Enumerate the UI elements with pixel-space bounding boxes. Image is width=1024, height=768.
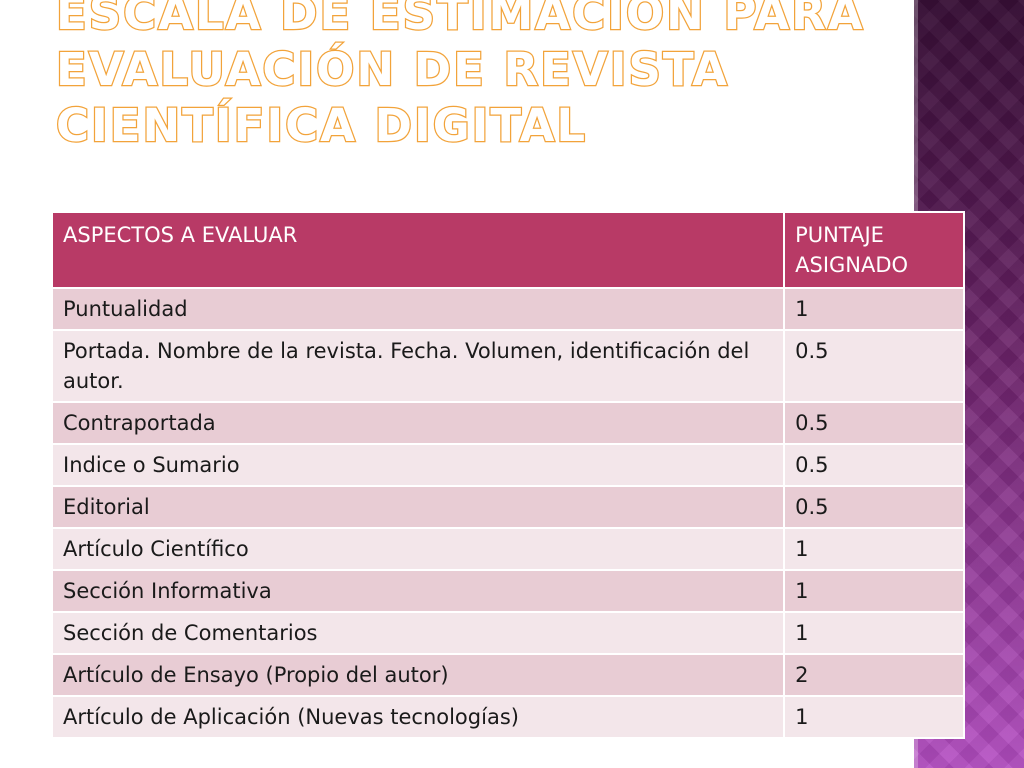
aspect-cell: Portada. Nombre de la revista. Fecha. Vo… xyxy=(50,329,786,403)
score-cell: 0.5 xyxy=(783,401,965,445)
evaluation-table: ASPECTOS A EVALUAR PUNTAJE ASIGNADO Punt… xyxy=(50,211,965,739)
slide-title-line-2: evaluación de revista xyxy=(55,42,729,98)
slide-title: Escala de estimación para evaluación de … xyxy=(55,0,896,154)
aspect-cell: Contraportada xyxy=(50,401,786,445)
table-row: Artículo de Aplicación (Nuevas tecnologí… xyxy=(50,695,965,739)
score-cell: 0.5 xyxy=(783,329,965,403)
score-cell: 0.5 xyxy=(783,485,965,529)
aspect-cell: Editorial xyxy=(50,485,786,529)
score-cell: 1 xyxy=(783,611,965,655)
score-cell: 1 xyxy=(783,527,965,571)
aspect-cell: Sección de Comentarios xyxy=(50,611,786,655)
table-row: Sección Informativa 1 xyxy=(50,569,965,613)
table-row: Artículo Científico 1 xyxy=(50,527,965,571)
table-row: Editorial 0.5 xyxy=(50,485,965,529)
header-score: PUNTAJE ASIGNADO xyxy=(783,211,965,289)
score-cell: 1 xyxy=(783,287,965,331)
table-row: Portada. Nombre de la revista. Fecha. Vo… xyxy=(50,329,965,403)
table-row: Artículo de Ensayo (Propio del autor) 2 xyxy=(50,653,965,697)
slide-title-line-1: Escala de estimación para xyxy=(55,0,865,41)
aspect-cell: Artículo Científico xyxy=(50,527,786,571)
score-cell: 1 xyxy=(783,569,965,613)
score-cell: 2 xyxy=(783,653,965,697)
aspect-cell: Artículo de Aplicación (Nuevas tecnologí… xyxy=(50,695,786,739)
table-row: Sección de Comentarios 1 xyxy=(50,611,965,655)
header-aspects: ASPECTOS A EVALUAR xyxy=(50,211,786,289)
aspect-cell: Puntualidad xyxy=(50,287,786,331)
score-cell: 0.5 xyxy=(783,443,965,487)
aspect-cell: Artículo de Ensayo (Propio del autor) xyxy=(50,653,786,697)
table-row: Indice o Sumario 0.5 xyxy=(50,443,965,487)
aspect-cell: Sección Informativa xyxy=(50,569,786,613)
table-row: Puntualidad 1 xyxy=(50,287,965,331)
aspect-cell: Indice o Sumario xyxy=(50,443,786,487)
table-row: Contraportada 0.5 xyxy=(50,401,965,445)
score-cell: 1 xyxy=(783,695,965,739)
table-header-row: ASPECTOS A EVALUAR PUNTAJE ASIGNADO xyxy=(50,211,965,289)
slide-title-line-3: científica digital xyxy=(55,98,588,154)
